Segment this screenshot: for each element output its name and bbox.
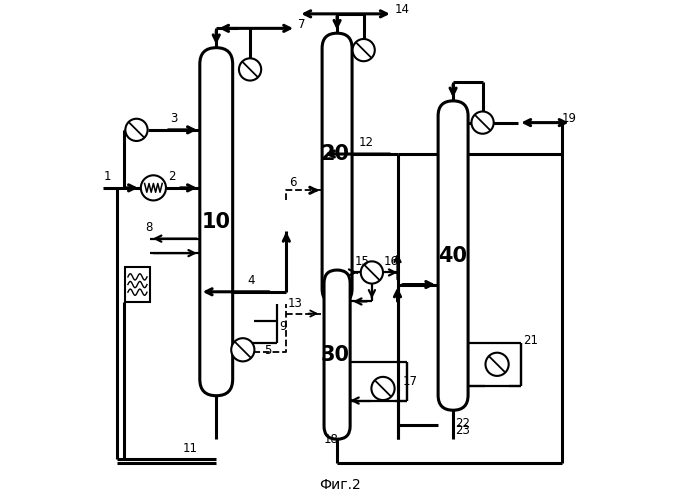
Circle shape — [352, 39, 375, 61]
Text: 15: 15 — [354, 254, 369, 268]
Text: 30: 30 — [320, 344, 349, 364]
Text: 8: 8 — [145, 221, 153, 234]
Text: 9: 9 — [279, 320, 287, 333]
Text: 13: 13 — [288, 296, 303, 310]
Text: 5: 5 — [265, 344, 272, 357]
Text: Фиг.2: Фиг.2 — [318, 478, 361, 492]
Circle shape — [361, 262, 383, 283]
Text: 11: 11 — [183, 442, 198, 454]
Circle shape — [141, 176, 166, 201]
Text: 20: 20 — [320, 144, 349, 164]
Bar — [125, 267, 150, 302]
Text: 6: 6 — [289, 176, 296, 189]
Circle shape — [471, 112, 494, 134]
Text: 3: 3 — [170, 112, 178, 125]
Text: 21: 21 — [524, 334, 538, 347]
Text: 4: 4 — [248, 274, 255, 287]
Circle shape — [126, 118, 147, 141]
Text: 40: 40 — [439, 246, 468, 266]
FancyBboxPatch shape — [438, 101, 468, 410]
Text: 14: 14 — [395, 4, 410, 16]
Text: 22: 22 — [456, 416, 471, 430]
Text: 2: 2 — [168, 170, 175, 183]
Circle shape — [485, 352, 509, 376]
FancyBboxPatch shape — [324, 270, 350, 439]
Text: 16: 16 — [384, 254, 399, 268]
Circle shape — [371, 377, 394, 400]
FancyBboxPatch shape — [322, 33, 352, 304]
Text: 17: 17 — [403, 376, 418, 388]
FancyBboxPatch shape — [200, 48, 233, 396]
Text: 23: 23 — [456, 424, 471, 437]
Circle shape — [239, 58, 261, 80]
Text: 1: 1 — [104, 170, 111, 183]
Text: 12: 12 — [359, 136, 374, 149]
Text: 7: 7 — [298, 18, 306, 31]
Text: 18: 18 — [324, 434, 338, 446]
Text: 19: 19 — [562, 112, 577, 125]
Text: 10: 10 — [202, 212, 231, 232]
Circle shape — [232, 338, 255, 361]
